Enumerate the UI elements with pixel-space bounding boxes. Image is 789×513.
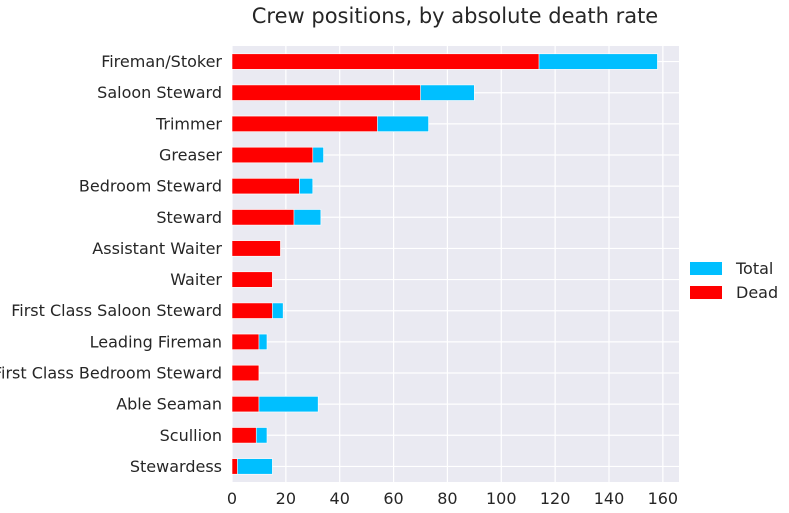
- bar-dead: [231, 396, 260, 413]
- bar-dead: [231, 115, 378, 132]
- y-tick-label: Assistant Waiter: [92, 239, 222, 258]
- bar-dead: [231, 84, 421, 101]
- bar-dead: [231, 302, 273, 319]
- x-tick-label: 120: [540, 489, 571, 508]
- bar-dead: [231, 53, 540, 70]
- x-tick-label: 0: [227, 489, 237, 508]
- legend-label-total: Total: [735, 259, 773, 278]
- legend-swatch-dead: [690, 286, 722, 299]
- bar-total: [231, 458, 273, 475]
- legend: Total Dead: [690, 259, 778, 302]
- y-tick-label: Fireman/Stoker: [101, 52, 222, 71]
- x-tick-label: 160: [648, 489, 679, 508]
- y-tick-label: Waiter: [170, 270, 222, 289]
- y-tick-label: Saloon Steward: [97, 83, 222, 102]
- x-tick-label: 80: [437, 489, 457, 508]
- bar-dead: [231, 364, 260, 382]
- bar-dead: [231, 458, 238, 475]
- x-tick-label: 40: [330, 489, 350, 508]
- y-tick-label: Stewardess: [130, 457, 222, 476]
- y-tick-label: First Class Bedroom Steward: [0, 364, 222, 383]
- bars: [231, 53, 658, 475]
- y-axis-labels: Fireman/Stoker Saloon Steward Trimmer Greas…: [0, 52, 222, 476]
- y-tick-label: Able Seaman: [116, 395, 222, 414]
- y-tick-label: Trimmer: [155, 114, 222, 133]
- plot-area: [232, 46, 679, 482]
- bar-dead: [231, 146, 314, 164]
- y-tick-label: Leading Fireman: [90, 332, 222, 351]
- x-tick-label: 140: [594, 489, 625, 508]
- x-tick-label: 100: [486, 489, 517, 508]
- bar-dead: [231, 427, 257, 444]
- chart-title: Crew positions, by absolute death rate: [252, 4, 658, 28]
- bar-dead: [231, 333, 260, 350]
- legend-swatch-total: [690, 262, 722, 275]
- legend-label-dead: Dead: [736, 283, 778, 302]
- bar-dead: [231, 178, 300, 195]
- y-tick-label: Bedroom Steward: [79, 177, 222, 196]
- y-tick-label: Scullion: [160, 426, 222, 445]
- x-tick-label: 60: [383, 489, 403, 508]
- bar-dead: [231, 209, 295, 226]
- bar-dead: [231, 240, 281, 257]
- x-axis-ticks: 0 20 40 60 80 100 120 140 160: [227, 489, 678, 508]
- y-tick-label: First Class Saloon Steward: [11, 301, 222, 320]
- bar-dead: [231, 271, 273, 288]
- y-tick-label: Greaser: [159, 146, 222, 165]
- x-tick-label: 20: [276, 489, 296, 508]
- y-tick-label: Steward: [156, 208, 222, 227]
